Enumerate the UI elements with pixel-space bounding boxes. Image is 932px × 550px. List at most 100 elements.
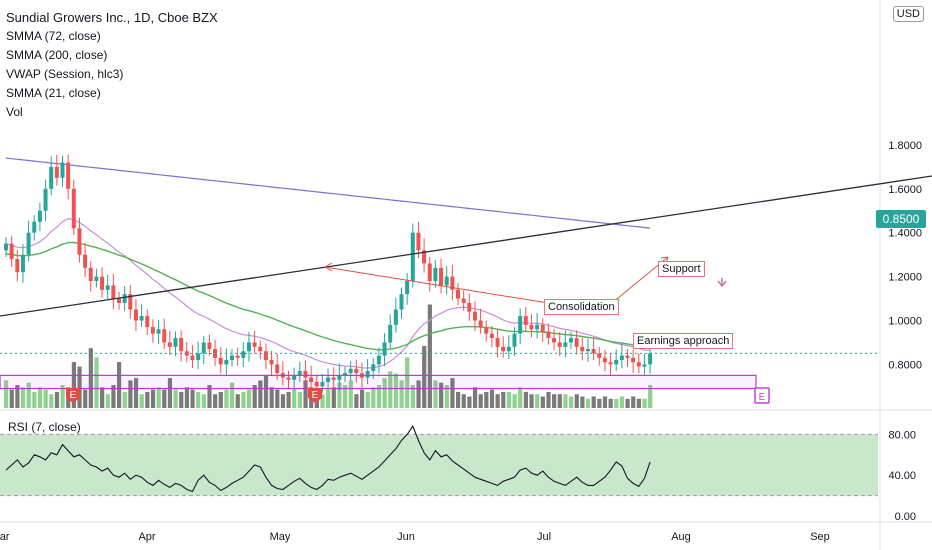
volume-bar [173,389,178,408]
earnings-marker[interactable]: E [308,388,322,403]
candle-body [111,285,116,299]
consolidation-annotation[interactable]: Consolidation [544,299,619,315]
volume-bar [297,391,302,408]
support-annotation[interactable]: Support [658,261,705,277]
earnings-annotation[interactable]: Earnings approach [633,333,734,349]
candle-body [15,259,20,273]
candle-body [495,338,500,347]
candle-body [218,357,223,365]
candle-body [410,232,415,281]
candle-body [371,364,376,371]
chart-legend: Sundial Growers Inc., 1D, Cboe BZX SMMA … [6,8,218,122]
candle-body [636,362,641,367]
volume-bar [631,396,636,408]
volume-bar [275,389,280,408]
volume-bar [43,389,48,408]
rsi-label[interactable]: RSI (7, close) [8,420,81,434]
volume-bar [286,391,291,408]
candle-body [614,360,619,365]
candle-body [32,221,37,233]
candle-body [94,276,99,281]
volume-bar [365,391,370,408]
candle-body [444,276,449,286]
volume-bar [563,394,568,408]
candle-body [326,377,331,382]
consolidation-arrow-left [324,266,549,304]
candle-body [20,254,25,273]
volume-bar [331,387,336,408]
indicator-smma200[interactable]: SMMA (200, close) [6,48,108,62]
candle-body [501,346,506,352]
volume-bar [382,378,387,408]
volume-bar [258,380,263,408]
trendline [0,175,932,317]
volume-bar [472,387,478,408]
candle-body [167,342,172,347]
indicator-volume[interactable]: Vol [6,105,23,119]
candle-body [365,370,370,378]
candle-body [235,355,240,358]
candle-body [173,338,178,347]
candle-body [207,342,212,350]
time-tick-label: Aug [671,531,691,543]
volume-bar [128,380,133,408]
indicator-smma72[interactable]: SMMA (72, close) [6,29,101,43]
volume-bar [269,387,274,408]
candle-body [60,162,65,178]
indicator-vwap[interactable]: VWAP (Session, hlc3) [6,67,124,81]
volume-bar [60,385,65,408]
volume-bar [456,391,461,408]
volume-bar [557,394,562,408]
candle-body [631,357,636,363]
candle-body [456,289,460,299]
smma21-line [5,241,651,351]
candle-body [416,232,421,251]
candle-body [343,373,347,376]
volume-bar [506,391,512,408]
volume-bar [433,380,438,408]
candle-body [26,232,31,255]
volume-bar [416,380,421,408]
candle-body [37,210,42,222]
candle-body [297,370,302,376]
time-tick-label: Mar [0,531,10,543]
candle-body [269,360,274,365]
earnings-letter: E [759,392,766,403]
axis-layer: 0.8000 1.0000 1.2000 1.4000 1.6000 1.8000 0.00… [0,140,922,543]
currency-button[interactable]: USD [892,6,924,22]
candle-body [156,329,161,334]
symbol-title: Sundial Growers Inc., 1D, Cboe BZX [6,10,218,25]
earnings-marker[interactable]: E [66,388,80,403]
candle-body [252,342,257,347]
candle-body [348,368,353,374]
volume-bar [552,394,557,408]
candle-body [405,280,410,295]
volume-bar [190,389,195,408]
volume-bar [461,394,466,408]
volume-bar [156,387,161,408]
volume-bar [501,391,506,408]
earnings-marker[interactable]: E [754,387,770,404]
volume-bar [359,389,365,408]
volume-bar [489,389,495,408]
candle-body [569,338,573,343]
candle-body [105,285,110,290]
candle-body [467,302,472,312]
candle-body [427,263,432,281]
candle-body [303,370,308,378]
volume-bar [591,396,596,408]
candle-body [337,375,342,380]
candle-body [145,316,150,328]
candle-body [489,333,494,339]
down-arrow-icon [717,278,727,288]
candle-body [478,320,483,328]
volume-bar [450,378,455,408]
indicator-smma21[interactable]: SMMA (21, close) [6,86,101,100]
candle-body [66,162,71,189]
candle-layer[interactable] [4,154,653,397]
candle-body [139,316,144,321]
volume-bar [263,375,269,408]
volume-bar [393,373,399,408]
